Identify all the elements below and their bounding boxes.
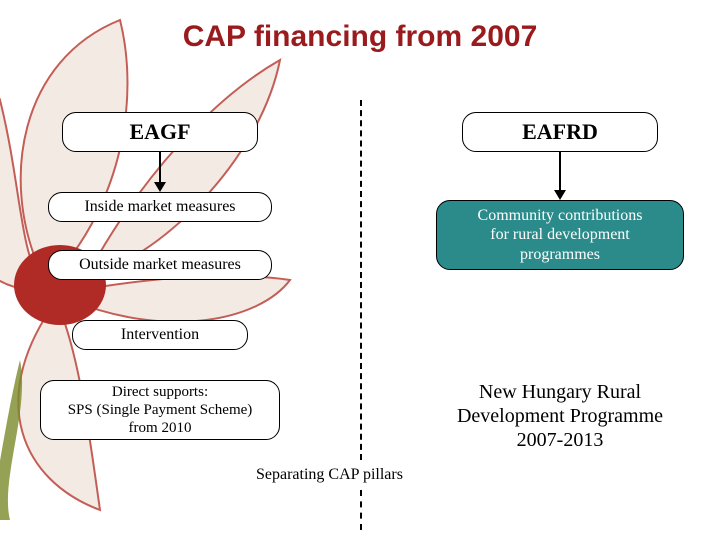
- eafrd-header-text: EAFRD: [522, 119, 598, 145]
- community-contributions-box: Community contributionsfor rural develop…: [436, 200, 684, 270]
- programme-text-block: New Hungary RuralDevelopment Programme20…: [428, 380, 692, 452]
- outside-market-text: Outside market measures: [79, 255, 241, 274]
- slide-stage: CAP financing from 2007 Separating CAP p…: [0, 0, 720, 540]
- inside-market-text: Inside market measures: [84, 197, 235, 216]
- community-contributions-text: Community contributionsfor rural develop…: [478, 206, 643, 264]
- eagf-header-text: EAGF: [129, 119, 190, 145]
- page-title: CAP financing from 2007: [0, 20, 720, 54]
- arrow-eafrd-down: [554, 152, 566, 200]
- direct-supports-text: Direct supports:SPS (Single Payment Sche…: [68, 383, 253, 437]
- outside-market-box: Outside market measures: [48, 250, 272, 280]
- eafrd-header-box: EAFRD: [462, 112, 658, 152]
- inside-market-box: Inside market measures: [48, 192, 272, 222]
- programme-text: New Hungary RuralDevelopment Programme20…: [457, 381, 663, 451]
- pillar-separator-bottom: [360, 490, 362, 530]
- eagf-header-box: EAGF: [62, 112, 258, 152]
- arrow-eagf-down: [154, 152, 166, 192]
- intervention-box: Intervention: [72, 320, 248, 350]
- title-text: CAP financing from 2007: [183, 20, 538, 53]
- separator-label: Separating CAP pillars: [256, 465, 403, 484]
- separator-label-text: Separating CAP pillars: [256, 466, 403, 483]
- pillar-separator-top: [360, 100, 362, 460]
- intervention-text: Intervention: [121, 325, 199, 344]
- direct-supports-box: Direct supports:SPS (Single Payment Sche…: [40, 380, 280, 440]
